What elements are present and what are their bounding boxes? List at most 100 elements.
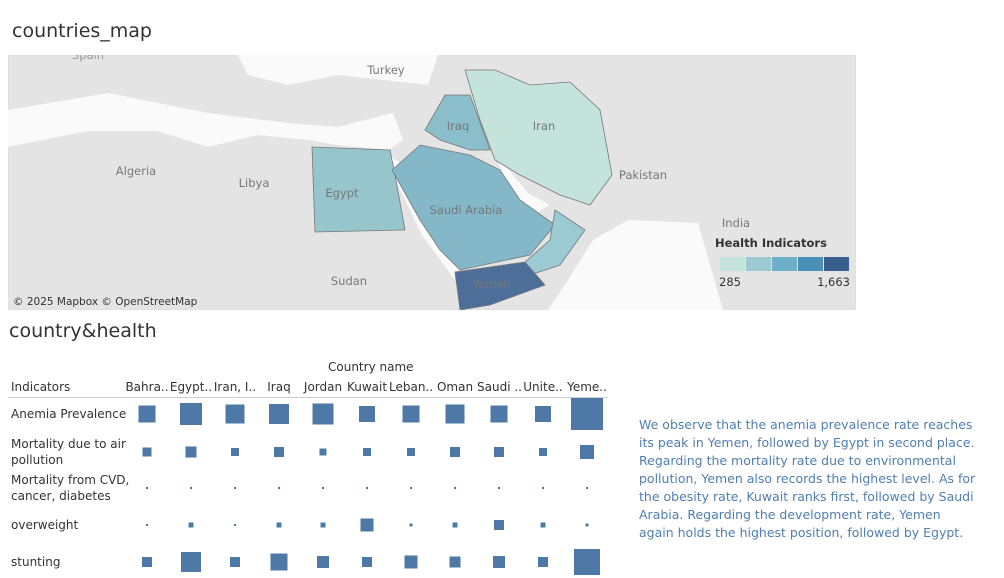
map-label: Saudi Arabia	[430, 203, 503, 217]
legend-swatch	[772, 257, 797, 271]
square	[320, 522, 326, 528]
square	[454, 487, 456, 489]
map: Spain Turkey Iran Iraq Algeria Libya Egypt Saud…	[8, 55, 856, 310]
country	[311, 146, 406, 233]
square	[535, 406, 551, 422]
square	[230, 557, 240, 567]
country	[454, 261, 546, 310]
legend-swatch	[746, 257, 771, 271]
square	[585, 523, 589, 527]
square	[319, 448, 327, 456]
square	[142, 557, 152, 567]
square	[359, 406, 375, 422]
square	[586, 487, 588, 489]
column-label: Egypt..	[169, 380, 213, 394]
square	[542, 487, 544, 489]
square	[538, 557, 548, 567]
square	[278, 487, 280, 489]
row-header: Indicators	[11, 380, 71, 394]
square	[410, 487, 412, 489]
map-label: Yemen	[472, 277, 511, 291]
map-label: Sudan	[331, 274, 367, 288]
square	[146, 524, 148, 526]
square	[402, 405, 420, 423]
map-label: Iraq	[447, 119, 469, 133]
column-label: Leban..	[389, 380, 434, 394]
square	[142, 447, 152, 457]
square	[181, 552, 201, 572]
square	[494, 447, 504, 457]
square	[274, 447, 284, 457]
square	[404, 555, 418, 569]
sea	[496, 155, 550, 217]
column-label: Bahra..	[125, 380, 169, 394]
country	[424, 94, 491, 151]
attribution: © 2025 Mapbox © OpenStreetMap	[13, 296, 198, 308]
chart	[138, 398, 603, 575]
row-label: Mortality due to air pollution	[11, 437, 126, 467]
legend-swatch	[798, 257, 823, 271]
row-label: Anemia Prevalence	[11, 407, 127, 421]
column-label: Kuwait	[346, 380, 388, 394]
square	[498, 487, 500, 489]
square	[234, 524, 236, 526]
square	[188, 522, 194, 528]
square	[276, 522, 282, 528]
column-label: Iran, I..	[213, 380, 257, 394]
square	[225, 404, 245, 424]
square	[494, 520, 504, 530]
map-label: Spain	[72, 55, 104, 62]
map-label: Egypt	[325, 186, 359, 200]
square	[138, 405, 156, 423]
square	[452, 522, 458, 528]
square	[360, 518, 374, 532]
square	[366, 487, 368, 489]
square	[146, 487, 148, 489]
column-header: Country name	[328, 360, 414, 374]
legend-max: 1,663	[817, 275, 850, 289]
square	[571, 398, 603, 430]
square	[190, 487, 192, 489]
square	[449, 556, 461, 568]
column-label: Yeme..	[567, 380, 607, 394]
square	[539, 448, 547, 456]
legend-swatch	[720, 257, 745, 271]
square	[445, 404, 465, 424]
square	[540, 522, 546, 528]
country	[464, 69, 613, 206]
story-text: We observe that the anemia prevalence ra…	[639, 417, 976, 540]
square	[180, 403, 202, 425]
column-label: Unite..	[523, 380, 563, 394]
square	[362, 557, 372, 567]
square	[574, 549, 600, 575]
square	[409, 523, 413, 527]
square	[312, 403, 334, 425]
square	[317, 556, 329, 568]
map-label: Pakistan	[619, 168, 667, 182]
map-label: Algeria	[116, 164, 156, 178]
square	[407, 448, 415, 456]
square	[231, 448, 239, 456]
legend-swatch	[824, 257, 849, 271]
legend-min: 285	[719, 275, 741, 289]
map-label: India	[722, 216, 750, 230]
column-label: Oman	[436, 380, 474, 394]
column-label: Saudi ..	[477, 380, 522, 394]
column-label: Jordan	[303, 380, 343, 394]
square	[234, 487, 236, 489]
legend-title: Health Indicators	[715, 236, 827, 250]
sea	[548, 220, 723, 310]
column-label: Iraq	[267, 380, 291, 394]
row-label: overweight	[11, 518, 79, 532]
square	[493, 556, 505, 568]
square	[490, 405, 508, 423]
square	[185, 446, 197, 458]
row-label: stunting	[11, 555, 61, 569]
square	[322, 487, 324, 489]
square	[450, 447, 460, 457]
square	[269, 404, 289, 424]
sea	[8, 93, 403, 150]
square	[580, 445, 594, 459]
map-label: Iran	[533, 119, 555, 133]
